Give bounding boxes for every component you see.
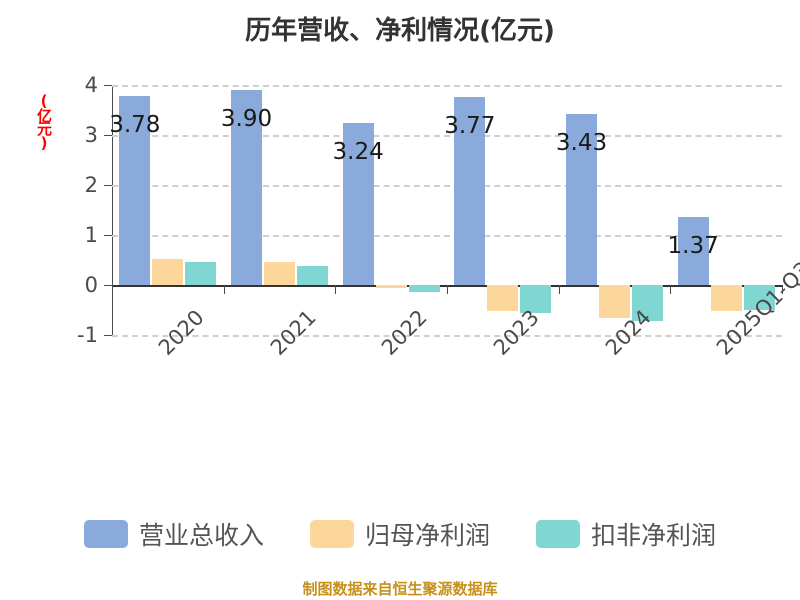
bar bbox=[231, 90, 262, 285]
legend-item[interactable]: 扣非净利润 bbox=[536, 516, 716, 552]
bar-group bbox=[231, 85, 328, 335]
bar bbox=[119, 96, 151, 285]
y-axis-tick-label: 2 bbox=[84, 173, 98, 197]
bar bbox=[599, 285, 630, 318]
bar-group bbox=[566, 85, 663, 335]
plot-area: 3.78 3.90 3.24 3.77 3.43 1.37 bbox=[109, 85, 782, 337]
y-axis-tick bbox=[104, 135, 112, 136]
y-axis-tick-label: 1 bbox=[84, 223, 98, 247]
footer-note: 制图数据来自恒生聚源数据库 bbox=[302, 580, 498, 598]
bar bbox=[632, 285, 663, 321]
bar bbox=[375, 285, 407, 288]
legend-swatch bbox=[309, 520, 354, 548]
bar bbox=[743, 285, 775, 310]
bar bbox=[487, 285, 519, 311]
bar bbox=[566, 113, 597, 285]
legend-label: 营业总收入 bbox=[138, 521, 264, 550]
gridline bbox=[112, 235, 782, 237]
bar bbox=[454, 96, 486, 285]
gridline bbox=[112, 135, 782, 137]
x-axis-tick bbox=[447, 285, 448, 294]
y-axis-line bbox=[112, 85, 113, 335]
bar bbox=[342, 123, 374, 285]
bar-group bbox=[454, 85, 552, 335]
bar bbox=[408, 285, 440, 292]
x-axis-tick bbox=[335, 285, 337, 294]
x-axis-tick bbox=[223, 285, 225, 294]
bar-value-label: 3.24 bbox=[332, 139, 384, 165]
bar bbox=[710, 285, 742, 311]
bar-value-label: 3.78 bbox=[109, 112, 161, 138]
bar bbox=[264, 262, 295, 285]
bar-value-label: 1.37 bbox=[667, 232, 719, 259]
y-axis-tick bbox=[104, 235, 112, 236]
bar-group bbox=[342, 85, 440, 335]
x-axis-tick bbox=[670, 285, 672, 294]
gridline bbox=[112, 85, 782, 87]
x-axis-tick bbox=[112, 285, 113, 294]
bar bbox=[185, 261, 217, 285]
legend-label: 归母净利润 bbox=[364, 521, 490, 550]
bar bbox=[677, 216, 709, 285]
y-axis-unit-label: (亿元) bbox=[35, 92, 53, 150]
bar bbox=[297, 266, 328, 285]
legend-swatch bbox=[83, 520, 128, 548]
x-axis-tick bbox=[558, 285, 560, 294]
y-axis-tick bbox=[104, 185, 112, 186]
gridline bbox=[112, 185, 782, 187]
legend-swatch bbox=[536, 520, 580, 548]
bar-value-label: 3.77 bbox=[444, 112, 496, 139]
chart-legend: 营业总收入 归母净利润 扣非净利润 bbox=[0, 516, 800, 552]
bar-group bbox=[119, 85, 217, 335]
gridline bbox=[112, 335, 782, 337]
x-axis-tick bbox=[782, 285, 783, 294]
bar-value-label: 3.43 bbox=[555, 129, 608, 156]
y-axis-tick bbox=[104, 335, 112, 336]
y-axis-tick-label: 4 bbox=[84, 73, 98, 97]
y-axis-tick bbox=[104, 85, 112, 86]
bar bbox=[152, 259, 184, 285]
bar-value-label: 3.90 bbox=[220, 106, 273, 132]
bar-group bbox=[677, 85, 775, 335]
y-axis-labels: -1 0 1 2 3 4 bbox=[30, 0, 98, 600]
bar bbox=[520, 285, 552, 313]
legend-label: 扣非净利润 bbox=[591, 521, 717, 550]
legend-item[interactable]: 营业总收入 bbox=[83, 516, 264, 552]
legend-item[interactable]: 归母净利润 bbox=[309, 516, 490, 552]
y-axis-tick-label: 0 bbox=[84, 273, 98, 297]
y-axis-tick-label: -1 bbox=[77, 323, 98, 347]
y-axis-tick bbox=[104, 285, 112, 286]
y-axis-tick-label: 3 bbox=[84, 123, 98, 147]
chart-title: 历年营收、净利情况(亿元) bbox=[245, 16, 555, 46]
